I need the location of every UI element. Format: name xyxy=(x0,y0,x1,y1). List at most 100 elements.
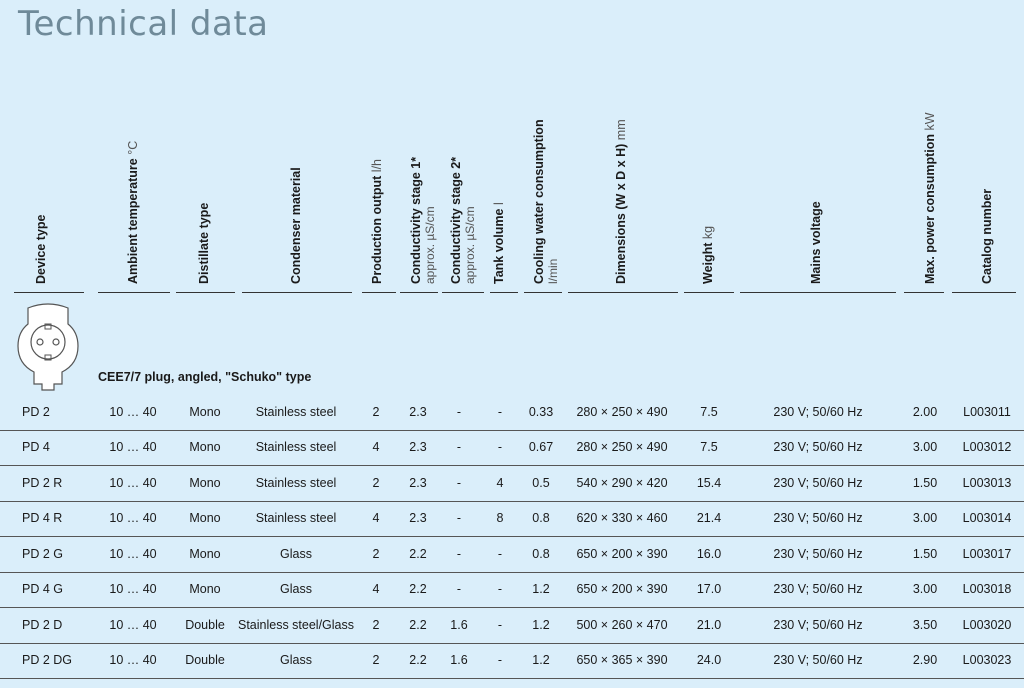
column-header-unit: °C xyxy=(126,140,140,155)
table-cell: 7.5 xyxy=(700,440,718,454)
column-header-label: Condenser material xyxy=(289,167,303,284)
column-header-label: Dimensions (W x D x H) xyxy=(614,143,628,284)
table-cell: - xyxy=(497,440,503,454)
table-cell: Mono xyxy=(189,440,221,454)
table-cell: PD 4 G xyxy=(22,582,63,596)
column-header: Production output l/h xyxy=(368,0,388,292)
table-cell: - xyxy=(497,653,503,667)
table-cell: 230 V; 50/60 Hz xyxy=(773,511,863,525)
table-cell: 24.0 xyxy=(696,653,722,667)
table-cell: 10 … 40 xyxy=(109,618,157,632)
column-header-label: Max. power consumption xyxy=(923,133,937,284)
table-cell: 7.5 xyxy=(700,405,718,419)
column-header: Distillate type xyxy=(195,0,215,292)
table-cell: 0.33 xyxy=(528,405,554,419)
table-row: PD 2 D 10 … 40 Double Stainless steel/Glass… xyxy=(0,608,1024,644)
table-cell: PD 2 D xyxy=(22,618,63,632)
page-title: Technical data xyxy=(18,4,269,44)
table-cell: 2.3 xyxy=(409,511,427,525)
table-cell: L003014 xyxy=(962,511,1012,525)
table-cell: L003012 xyxy=(962,440,1012,454)
table-cell: 10 … 40 xyxy=(109,582,157,596)
table-cell: 2 xyxy=(372,476,380,490)
table-cell: Glass xyxy=(280,582,312,596)
header-divider xyxy=(98,292,170,293)
table-cell: Stainless steel xyxy=(255,476,337,490)
table-cell: - xyxy=(456,511,462,525)
header-divider xyxy=(362,292,396,293)
table-row: PD 2 R 10 … 40 Mono Stainless steel 2 2.3 - 4 0.… xyxy=(0,466,1024,502)
table-cell: 15.4 xyxy=(696,476,722,490)
table-cell: 230 V; 50/60 Hz xyxy=(773,476,863,490)
table-cell: 230 V; 50/60 Hz xyxy=(773,653,863,667)
table-cell: 0.8 xyxy=(532,511,550,525)
table-cell: 10 … 40 xyxy=(109,405,157,419)
table-cell: 650 × 200 × 390 xyxy=(576,547,668,561)
column-header: Mains voltage xyxy=(807,0,827,292)
table-row: PD 2 DG 10 … 40 Double Glass 2 2.2 1.6 - 1.2 650 … xyxy=(0,643,1024,679)
table-cell: Glass xyxy=(280,653,312,667)
header-divider xyxy=(442,292,484,293)
table-cell: 1.50 xyxy=(912,547,938,561)
table-cell: 21.0 xyxy=(696,618,722,632)
header-divider xyxy=(14,292,84,293)
table-cell: 1.2 xyxy=(532,653,550,667)
table-cell: 10 … 40 xyxy=(109,440,157,454)
column-header-label: Conductivity stage 2* xyxy=(449,156,463,284)
column-header: Cooling water consumption l/min xyxy=(530,0,560,292)
table-cell: 1.6 xyxy=(450,618,468,632)
table-cell: 2.3 xyxy=(409,405,427,419)
table-cell: Double xyxy=(185,618,225,632)
column-header: Conductivity stage 2* approx. µS/cm xyxy=(447,0,477,292)
table-cell: 2 xyxy=(372,547,380,561)
table-cell: 4 xyxy=(372,440,380,454)
header-divider xyxy=(568,292,678,293)
table-cell: - xyxy=(497,547,503,561)
table-cell: PD 2 G xyxy=(22,547,63,561)
table-cell: Double xyxy=(185,653,225,667)
column-header-label: Production output xyxy=(370,175,384,284)
table-cell: 2.3 xyxy=(409,476,427,490)
column-header: Conductivity stage 1* approx. µS/cm xyxy=(407,0,437,292)
table-cell: - xyxy=(456,476,462,490)
table-row: PD 2 10 … 40 Mono Stainless steel 2 2.3 - - 0.33… xyxy=(0,395,1024,431)
table-cell: 4 xyxy=(496,476,504,490)
header-divider xyxy=(490,292,518,293)
table-cell: 3.00 xyxy=(912,440,938,454)
table-cell: 1.2 xyxy=(532,618,550,632)
table-cell: 620 × 330 × 460 xyxy=(576,511,668,525)
table-cell: 2.2 xyxy=(409,582,427,596)
table-cell: 2.3 xyxy=(409,440,427,454)
table-cell: 3.00 xyxy=(912,582,938,596)
table-cell: 0.67 xyxy=(528,440,554,454)
table-cell: 230 V; 50/60 Hz xyxy=(773,547,863,561)
table-cell: Stainless steel xyxy=(255,405,337,419)
table-cell: 2.00 xyxy=(912,405,938,419)
table-cell: 230 V; 50/60 Hz xyxy=(773,618,863,632)
table-cell: 2 xyxy=(372,653,380,667)
table-cell: 3.50 xyxy=(912,618,938,632)
table-cell: PD 4 xyxy=(22,440,50,454)
table-cell: 10 … 40 xyxy=(109,511,157,525)
table-cell: 500 × 260 × 470 xyxy=(576,618,668,632)
header-divider xyxy=(242,292,352,293)
table-cell: Glass xyxy=(280,547,312,561)
table-cell: Mono xyxy=(189,547,221,561)
table-cell: 280 × 250 × 490 xyxy=(576,440,668,454)
table-cell: 2 xyxy=(372,405,380,419)
table-cell: - xyxy=(497,618,503,632)
table-cell: L003011 xyxy=(963,405,1011,419)
table-cell: 230 V; 50/60 Hz xyxy=(773,405,863,419)
table-cell: 0.8 xyxy=(532,547,550,561)
table-row: PD 2 G 10 … 40 Mono Glass 2 2.2 - - 0.8 650 × 200… xyxy=(0,537,1024,573)
table-cell: 1.6 xyxy=(450,653,468,667)
table-cell: 4 xyxy=(372,582,380,596)
table-cell: 8 xyxy=(496,511,504,525)
table-cell: 2 xyxy=(372,618,380,632)
table-cell: - xyxy=(456,405,462,419)
column-header-label: Conductivity stage 1* xyxy=(409,156,423,284)
table-row: PD 4 G 10 … 40 Mono Glass 4 2.2 - - 1.2 650 × 200… xyxy=(0,572,1024,608)
column-header: Weight kg xyxy=(699,0,719,292)
table-cell: PD 2 R xyxy=(22,476,63,490)
table-cell: L003013 xyxy=(962,476,1012,490)
